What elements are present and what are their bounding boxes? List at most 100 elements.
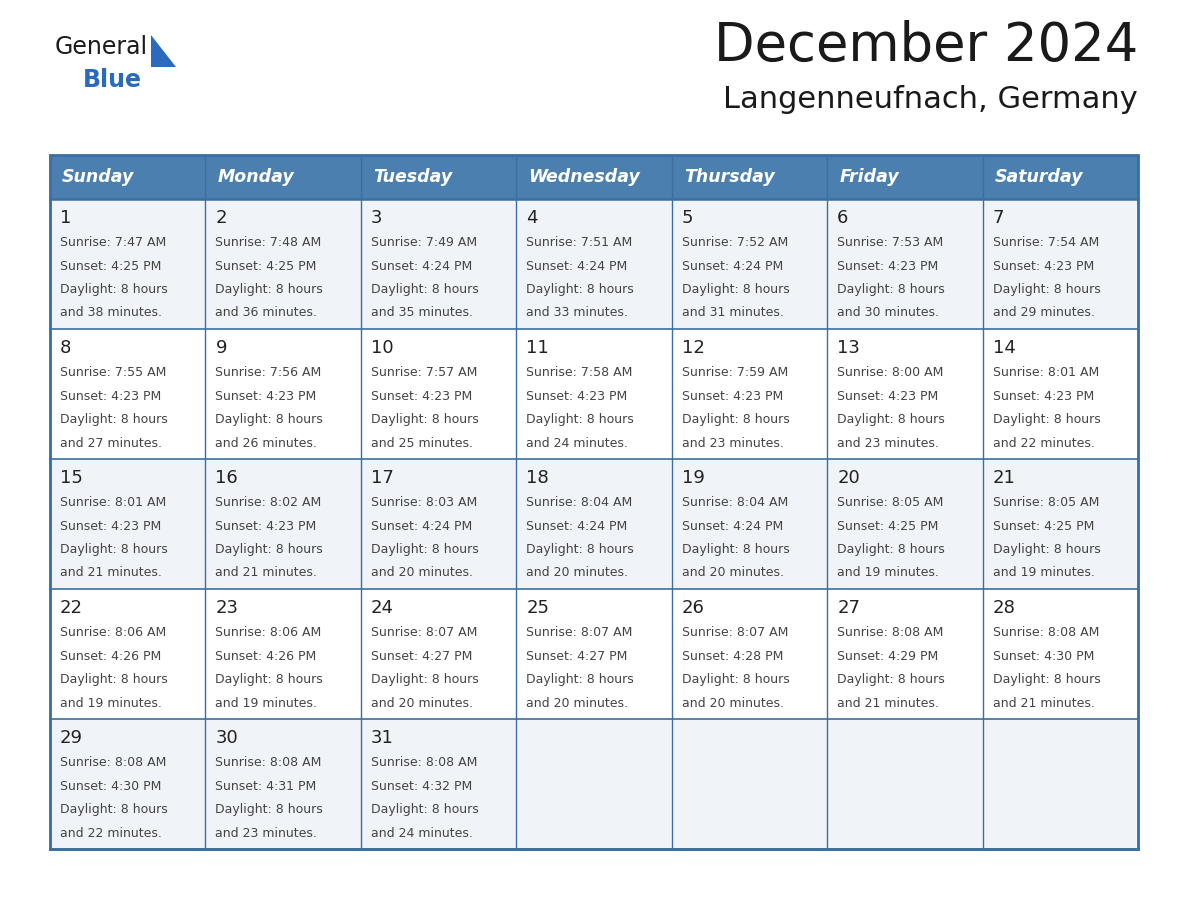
Text: 18: 18: [526, 469, 549, 487]
Text: 1: 1: [61, 209, 71, 227]
Text: 30: 30: [215, 729, 238, 747]
Text: Daylight: 8 hours: Daylight: 8 hours: [682, 283, 790, 296]
Text: Sunset: 4:25 PM: Sunset: 4:25 PM: [215, 260, 317, 273]
Text: Sunrise: 7:53 AM: Sunrise: 7:53 AM: [838, 236, 943, 249]
Text: Sunrise: 8:00 AM: Sunrise: 8:00 AM: [838, 366, 943, 379]
Text: 23: 23: [215, 599, 239, 617]
Text: 11: 11: [526, 339, 549, 357]
Text: Daylight: 8 hours: Daylight: 8 hours: [371, 283, 479, 296]
Text: Sunset: 4:23 PM: Sunset: 4:23 PM: [992, 389, 1094, 402]
Text: 26: 26: [682, 599, 704, 617]
Text: and 19 minutes.: and 19 minutes.: [61, 697, 162, 710]
Text: Sunset: 4:27 PM: Sunset: 4:27 PM: [371, 650, 473, 663]
Text: Sunrise: 8:03 AM: Sunrise: 8:03 AM: [371, 496, 478, 509]
Bar: [517, 155, 671, 199]
Text: 8: 8: [61, 339, 71, 357]
Text: Sunrise: 7:49 AM: Sunrise: 7:49 AM: [371, 236, 478, 249]
Text: Sunset: 4:24 PM: Sunset: 4:24 PM: [371, 260, 472, 273]
Text: Daylight: 8 hours: Daylight: 8 hours: [371, 673, 479, 686]
Text: Daylight: 8 hours: Daylight: 8 hours: [61, 413, 168, 426]
Text: Monday: Monday: [217, 168, 295, 186]
Text: Sunset: 4:23 PM: Sunset: 4:23 PM: [838, 260, 939, 273]
Text: Sunrise: 8:07 AM: Sunrise: 8:07 AM: [682, 626, 788, 639]
Text: and 22 minutes.: and 22 minutes.: [992, 436, 1094, 450]
Bar: [982, 155, 1138, 199]
Text: Daylight: 8 hours: Daylight: 8 hours: [61, 283, 168, 296]
Text: Daylight: 8 hours: Daylight: 8 hours: [992, 413, 1100, 426]
Text: 14: 14: [992, 339, 1016, 357]
Text: and 23 minutes.: and 23 minutes.: [682, 436, 784, 450]
Text: and 38 minutes.: and 38 minutes.: [61, 307, 162, 319]
Text: Sunset: 4:27 PM: Sunset: 4:27 PM: [526, 650, 627, 663]
Text: Daylight: 8 hours: Daylight: 8 hours: [838, 283, 944, 296]
Text: 3: 3: [371, 209, 383, 227]
Text: Sunset: 4:23 PM: Sunset: 4:23 PM: [215, 520, 317, 532]
Bar: [827, 155, 982, 199]
Text: and 21 minutes.: and 21 minutes.: [992, 697, 1094, 710]
Text: and 20 minutes.: and 20 minutes.: [371, 566, 473, 579]
Polygon shape: [151, 35, 176, 67]
Text: 25: 25: [526, 599, 549, 617]
Text: Daylight: 8 hours: Daylight: 8 hours: [371, 413, 479, 426]
Text: 12: 12: [682, 339, 704, 357]
Bar: [50, 155, 1138, 849]
Bar: [50, 329, 1138, 459]
Text: Sunrise: 7:54 AM: Sunrise: 7:54 AM: [992, 236, 1099, 249]
Text: Sunrise: 7:56 AM: Sunrise: 7:56 AM: [215, 366, 322, 379]
Text: Daylight: 8 hours: Daylight: 8 hours: [215, 543, 323, 556]
Text: and 27 minutes.: and 27 minutes.: [61, 436, 162, 450]
Text: and 25 minutes.: and 25 minutes.: [371, 436, 473, 450]
Text: Sunrise: 8:04 AM: Sunrise: 8:04 AM: [682, 496, 788, 509]
Text: Sunrise: 8:08 AM: Sunrise: 8:08 AM: [838, 626, 943, 639]
Text: Thursday: Thursday: [684, 168, 775, 186]
Text: Sunset: 4:24 PM: Sunset: 4:24 PM: [371, 520, 472, 532]
Text: 22: 22: [61, 599, 83, 617]
Text: Daylight: 8 hours: Daylight: 8 hours: [371, 803, 479, 816]
Text: Daylight: 8 hours: Daylight: 8 hours: [215, 673, 323, 686]
Text: Daylight: 8 hours: Daylight: 8 hours: [838, 413, 944, 426]
Text: Blue: Blue: [83, 68, 143, 92]
Text: Daylight: 8 hours: Daylight: 8 hours: [682, 413, 790, 426]
Text: Daylight: 8 hours: Daylight: 8 hours: [992, 283, 1100, 296]
Text: Sunrise: 8:08 AM: Sunrise: 8:08 AM: [61, 756, 166, 769]
Text: Sunrise: 8:06 AM: Sunrise: 8:06 AM: [215, 626, 322, 639]
Bar: [361, 155, 517, 199]
Text: Sunrise: 8:01 AM: Sunrise: 8:01 AM: [61, 496, 166, 509]
Text: and 20 minutes.: and 20 minutes.: [682, 697, 784, 710]
Text: and 22 minutes.: and 22 minutes.: [61, 826, 162, 839]
Text: and 19 minutes.: and 19 minutes.: [215, 697, 317, 710]
Text: Sunrise: 7:58 AM: Sunrise: 7:58 AM: [526, 366, 633, 379]
Bar: [50, 719, 1138, 849]
Text: Daylight: 8 hours: Daylight: 8 hours: [682, 673, 790, 686]
Text: Sunrise: 7:59 AM: Sunrise: 7:59 AM: [682, 366, 788, 379]
Bar: [671, 155, 827, 199]
Text: Daylight: 8 hours: Daylight: 8 hours: [61, 803, 168, 816]
Text: Sunset: 4:30 PM: Sunset: 4:30 PM: [992, 650, 1094, 663]
Text: 13: 13: [838, 339, 860, 357]
Text: Daylight: 8 hours: Daylight: 8 hours: [838, 543, 944, 556]
Text: Daylight: 8 hours: Daylight: 8 hours: [215, 283, 323, 296]
Text: Sunrise: 8:07 AM: Sunrise: 8:07 AM: [371, 626, 478, 639]
Text: Daylight: 8 hours: Daylight: 8 hours: [992, 543, 1100, 556]
Text: 17: 17: [371, 469, 393, 487]
Text: December 2024: December 2024: [714, 20, 1138, 72]
Text: Daylight: 8 hours: Daylight: 8 hours: [61, 673, 168, 686]
Text: Sunset: 4:26 PM: Sunset: 4:26 PM: [61, 650, 162, 663]
Text: Daylight: 8 hours: Daylight: 8 hours: [682, 543, 790, 556]
Text: Sunset: 4:23 PM: Sunset: 4:23 PM: [838, 389, 939, 402]
Text: Sunrise: 8:08 AM: Sunrise: 8:08 AM: [371, 756, 478, 769]
Text: and 20 minutes.: and 20 minutes.: [682, 566, 784, 579]
Text: Sunset: 4:23 PM: Sunset: 4:23 PM: [61, 520, 162, 532]
Text: 7: 7: [992, 209, 1004, 227]
Text: and 24 minutes.: and 24 minutes.: [371, 826, 473, 839]
Text: Sunrise: 7:51 AM: Sunrise: 7:51 AM: [526, 236, 632, 249]
Text: Sunrise: 8:02 AM: Sunrise: 8:02 AM: [215, 496, 322, 509]
Text: Sunrise: 7:48 AM: Sunrise: 7:48 AM: [215, 236, 322, 249]
Text: 16: 16: [215, 469, 238, 487]
Text: Sunrise: 7:52 AM: Sunrise: 7:52 AM: [682, 236, 788, 249]
Text: Sunset: 4:32 PM: Sunset: 4:32 PM: [371, 779, 472, 792]
Text: 5: 5: [682, 209, 694, 227]
Text: Sunset: 4:23 PM: Sunset: 4:23 PM: [61, 389, 162, 402]
Text: and 33 minutes.: and 33 minutes.: [526, 307, 628, 319]
Text: 20: 20: [838, 469, 860, 487]
